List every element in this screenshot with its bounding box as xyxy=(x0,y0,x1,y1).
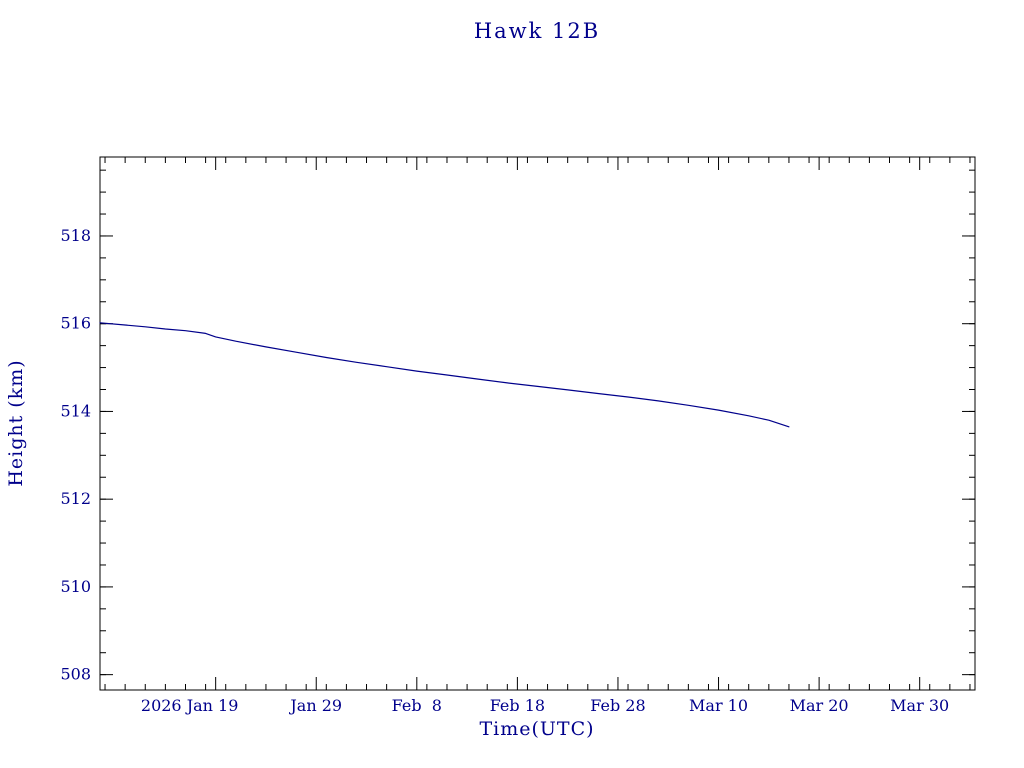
y-tick-label: 516 xyxy=(60,314,91,333)
y-tick-label: 510 xyxy=(60,577,91,596)
x-tick-label: Mar 20 xyxy=(790,696,849,715)
x-tick-label: Feb 18 xyxy=(490,696,545,715)
x-axis-label: Time(UTC) xyxy=(479,718,594,740)
x-tick-label: Feb 8 xyxy=(392,696,442,715)
height-series-line xyxy=(99,322,790,428)
axis-ticks xyxy=(100,157,975,690)
x-tick-label: Mar 10 xyxy=(689,696,748,715)
tick-labels: 2026 Jan 19 Jan 29 Feb 8 Feb 18 Feb 28 Mar 10… xyxy=(60,226,949,715)
x-tick-label: 2026 Jan 19 xyxy=(141,696,239,715)
x-tick-label: Feb 28 xyxy=(590,696,645,715)
y-tick-label: 518 xyxy=(60,226,91,245)
data-series xyxy=(99,322,790,428)
y-axis-label: Height (km) xyxy=(5,359,27,486)
x-tick-label: Jan 29 xyxy=(288,696,342,715)
y-tick-label: 508 xyxy=(60,665,91,684)
y-tick-label: 514 xyxy=(60,401,91,420)
plot-frame xyxy=(99,156,976,691)
x-tick-label: Mar 30 xyxy=(890,696,949,715)
chart-title: Hawk 12B xyxy=(474,19,600,43)
y-tick-label: 512 xyxy=(60,489,91,508)
